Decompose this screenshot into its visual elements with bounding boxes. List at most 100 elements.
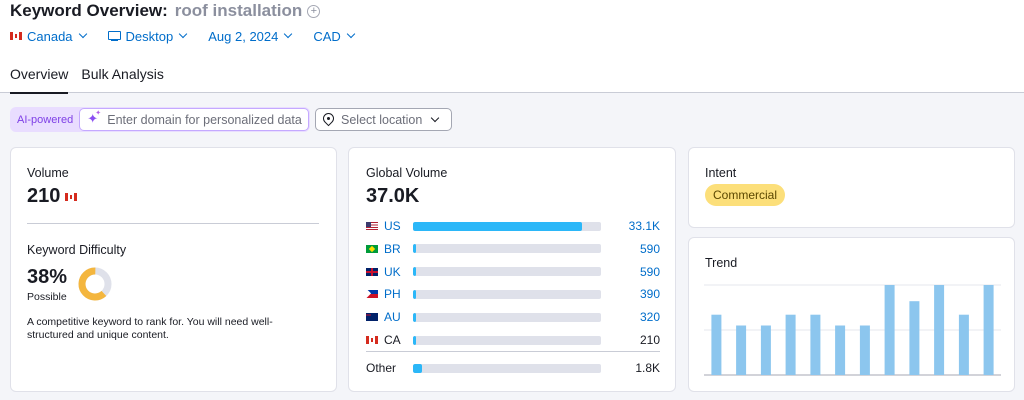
volume-bar: [413, 267, 416, 277]
global-volume-value: 37.0K: [366, 185, 420, 207]
country-code[interactable]: US: [384, 219, 401, 233]
country-row: PH 390: [366, 286, 660, 302]
volume-value: 210: [27, 185, 61, 207]
tab-bar: Overview Bulk Analysis: [10, 66, 177, 94]
page-title: Keyword Overview:: [10, 1, 168, 20]
volume-bar: [413, 363, 422, 373]
us-flag-icon: [366, 222, 378, 230]
country-label: Canada: [27, 28, 73, 44]
country-row: AU 320: [366, 309, 660, 325]
volume-label: Volume: [27, 166, 69, 180]
other-label: Other: [366, 361, 397, 375]
trend-label: Trend: [705, 256, 738, 270]
volume-bar-track: [413, 221, 601, 231]
trend-bar[interactable]: [785, 314, 796, 375]
chevron-down-icon: [284, 29, 293, 39]
other-volume: 1.8K: [635, 361, 660, 375]
device-selector[interactable]: Desktop: [107, 28, 188, 44]
location-placeholder: Select location: [341, 112, 423, 127]
country-volume[interactable]: 320: [639, 310, 660, 325]
country-volume[interactable]: 590: [639, 241, 660, 256]
canada-flag-icon: [65, 192, 78, 201]
uk-flag-icon: [366, 267, 378, 276]
ph-flag-icon: [366, 290, 378, 299]
tab-bulk-analysis[interactable]: Bulk Analysis: [81, 66, 164, 82]
card-divider: [27, 223, 319, 224]
global-volume-card: Global Volume 37.0K US 33.1K BR 590 UK 590 PH 3…: [348, 147, 676, 392]
volume-bar-track: [413, 289, 601, 299]
country-volume[interactable]: 33.1K: [628, 219, 660, 233]
trend-bar[interactable]: [760, 325, 771, 376]
country-code[interactable]: BR: [384, 241, 401, 256]
kd-description: A competitive keyword to rank for. You w…: [27, 316, 273, 341]
country-code[interactable]: UK: [384, 264, 401, 279]
country-row: BR 590: [366, 241, 660, 257]
tab-overview[interactable]: Overview: [10, 66, 69, 94]
country-volume[interactable]: 590: [639, 264, 660, 279]
ai-domain-box: AI-powered Enter domain for personalized…: [10, 107, 311, 132]
keyword-difficulty-label: Keyword Difficulty: [27, 243, 127, 257]
volume-bar: [413, 312, 416, 322]
intent-badge[interactable]: Commercial: [705, 184, 786, 206]
country-row: UK 590: [366, 264, 660, 280]
volume-card: Volume 210 Keyword Difficulty 38% Possib…: [10, 147, 337, 392]
location-select[interactable]: Select location: [315, 108, 452, 131]
top-bar: Keyword Overview: roof installation + Ca…: [0, 0, 1024, 94]
chevron-down-icon: [179, 29, 188, 39]
intent-card: Intent Commercial: [688, 147, 1015, 228]
country-selector[interactable]: Canada: [10, 28, 87, 44]
volume-bar-track: [413, 312, 601, 322]
kd-percent: 38%: [27, 266, 68, 288]
add-to-list-icon[interactable]: +: [307, 4, 321, 18]
trend-bar[interactable]: [736, 325, 747, 376]
au-flag-icon: [366, 313, 378, 322]
country-row-other: Other 1.8K: [366, 360, 660, 376]
keyword-title: roof installation: [174, 1, 303, 20]
trend-card: Trend: [688, 237, 1015, 392]
trend-bar[interactable]: [884, 285, 895, 375]
country-code[interactable]: PH: [384, 287, 401, 302]
kd-value: 38%: [27, 266, 67, 289]
sparkle-icon: [86, 109, 101, 127]
volume-bar-track: [413, 267, 601, 277]
volume-bar: [413, 335, 416, 345]
ca-flag-icon: [366, 336, 378, 344]
country-row: CA 210: [366, 332, 660, 348]
country-volume: 210: [639, 333, 660, 347]
trend-bar[interactable]: [859, 325, 870, 376]
trend-bar[interactable]: [835, 325, 846, 376]
kd-level: Possible: [27, 291, 67, 303]
trend-bar[interactable]: [810, 314, 821, 375]
kd-donut-chart: [78, 267, 112, 301]
volume-bar: [413, 221, 582, 231]
date-label: Aug 2, 2024: [208, 28, 279, 44]
ai-powered-badge: AI-powered: [17, 113, 74, 126]
country-code[interactable]: AU: [384, 310, 401, 325]
volume-bar: [413, 289, 416, 299]
trend-bar[interactable]: [909, 301, 920, 375]
chevron-down-icon: [431, 113, 440, 122]
volume-bar-track: [413, 244, 601, 254]
global-volume-label: Global Volume: [366, 166, 448, 180]
trend-bar[interactable]: [983, 285, 994, 375]
trend-bar[interactable]: [711, 314, 722, 375]
date-selector[interactable]: Aug 2, 2024: [208, 28, 293, 44]
page-title-row: Keyword Overview: roof installation +: [10, 0, 321, 22]
currency-selector[interactable]: CAD: [313, 29, 356, 44]
country-code: CA: [384, 333, 401, 347]
country-volume[interactable]: 390: [639, 287, 660, 302]
country-row: US 33.1K: [366, 218, 660, 234]
domain-input[interactable]: Enter domain for personalized data: [79, 108, 310, 131]
canada-flag-icon: [10, 32, 22, 40]
kd-donut-arc: [78, 267, 112, 301]
device-label: Desktop: [125, 28, 174, 44]
volume-bar-track: [413, 363, 601, 373]
trend-bar[interactable]: [958, 314, 969, 375]
trend-bar[interactable]: [934, 285, 945, 375]
chevron-down-icon: [346, 29, 356, 39]
volume-value-row: 210: [27, 185, 82, 208]
domain-input-placeholder: Enter domain for personalized data: [107, 112, 302, 127]
location-pin-icon: [323, 113, 334, 127]
trend-chart: [704, 284, 1001, 376]
chevron-down-icon: [78, 29, 87, 39]
